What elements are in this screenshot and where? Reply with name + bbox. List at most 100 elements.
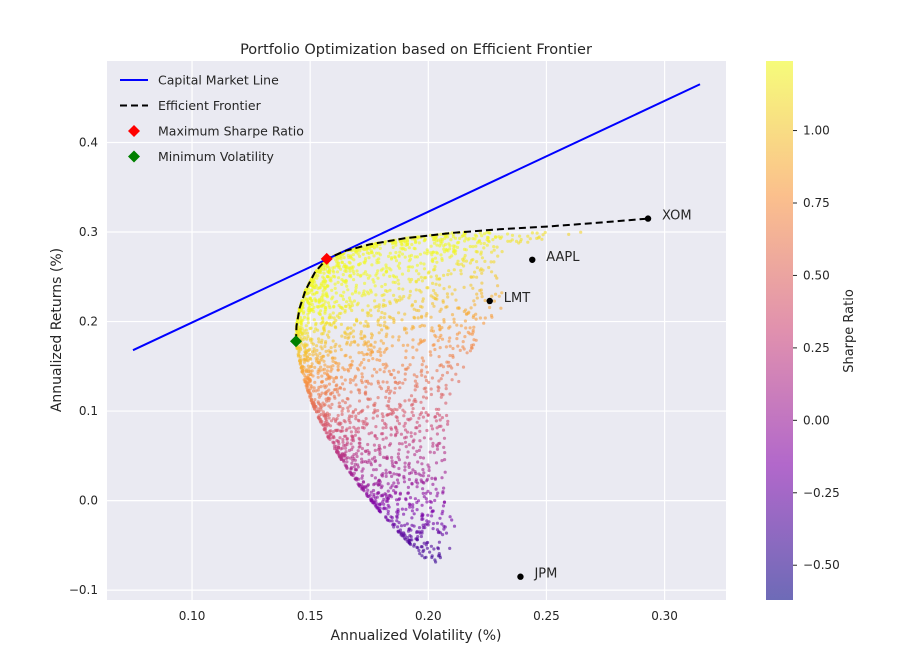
portfolio-point [370,374,374,378]
portfolio-point [342,458,346,463]
portfolio-point [331,356,335,360]
portfolio-point [468,349,472,353]
portfolio-point [313,365,317,369]
portfolio-point [468,332,472,336]
portfolio-point [325,295,329,299]
asset-label-lmt: LMT [504,291,530,306]
portfolio-point [423,237,427,241]
portfolio-point [480,271,484,275]
x-tick-label: 0.30 [651,609,678,623]
portfolio-point [419,473,423,477]
portfolio-point [370,251,374,255]
portfolio-point [406,343,410,347]
portfolio-point [466,238,470,242]
portfolio-point [492,260,496,264]
portfolio-point [336,440,340,444]
portfolio-point [312,347,316,351]
portfolio-point [362,366,366,370]
portfolio-point [319,365,323,369]
portfolio-point [460,234,464,238]
portfolio-point [356,368,361,372]
portfolio-point [360,446,364,451]
portfolio-point [416,278,421,282]
portfolio-point [364,385,368,389]
portfolio-point [352,465,356,469]
portfolio-point [417,241,421,245]
portfolio-point [393,255,397,259]
portfolio-point [435,260,439,264]
portfolio-point [361,480,365,484]
portfolio-point [399,246,403,250]
portfolio-point [396,481,400,485]
random-portfolios-scatter [294,230,583,564]
portfolio-point [340,282,344,286]
portfolio-point [471,258,475,262]
portfolio-point [458,236,462,240]
portfolio-point [367,432,371,436]
portfolio-point [390,516,394,520]
portfolio-point [439,377,443,381]
portfolio-point [335,260,339,264]
portfolio-point [414,288,418,292]
portfolio-point [329,350,333,354]
portfolio-point [347,303,351,307]
portfolio-point [400,297,404,301]
portfolio-point [413,316,417,320]
portfolio-point [389,433,393,437]
portfolio-point [309,383,313,387]
portfolio-point [342,256,346,260]
portfolio-point [406,269,411,273]
portfolio-point [362,422,366,426]
portfolio-point [430,514,434,518]
portfolio-point [357,441,361,445]
portfolio-point [390,455,394,460]
portfolio-point [329,419,334,423]
portfolio-point [344,269,348,273]
portfolio-point [442,244,446,248]
portfolio-point [413,255,417,259]
portfolio-point [336,257,340,261]
portfolio-point [357,477,361,481]
portfolio-point [422,276,426,280]
portfolio-point [333,282,337,286]
portfolio-point [376,396,380,400]
portfolio-point [394,498,399,502]
portfolio-point [410,523,414,527]
portfolio-point [448,546,452,551]
portfolio-point [482,246,486,250]
portfolio-point [341,297,346,301]
y-tick-label: 0.0 [79,494,98,508]
portfolio-point [369,314,373,318]
portfolio-point [510,233,515,237]
portfolio-point [478,231,482,235]
portfolio-point [326,353,330,357]
portfolio-point [362,289,366,293]
portfolio-point [415,508,419,512]
portfolio-point [385,497,389,501]
portfolio-point [320,347,324,351]
portfolio-point [316,357,320,361]
portfolio-point [487,265,491,270]
portfolio-point [325,369,329,373]
portfolio-point [305,386,309,390]
portfolio-point [437,424,441,428]
portfolio-point [404,435,408,439]
portfolio-point [323,426,327,430]
portfolio-point [382,324,386,328]
portfolio-point [340,409,344,413]
portfolio-point [381,303,385,307]
portfolio-point [344,264,348,268]
portfolio-point [391,280,395,284]
portfolio-point [429,437,433,441]
portfolio-point [324,349,328,353]
portfolio-point [475,292,479,296]
portfolio-point [438,441,442,445]
portfolio-point [418,424,422,428]
portfolio-point [408,534,412,538]
portfolio-point [311,285,315,289]
portfolio-point [447,339,451,343]
portfolio-point [315,344,319,348]
portfolio-point [434,407,438,411]
portfolio-point [316,305,320,309]
portfolio-point [339,257,343,261]
